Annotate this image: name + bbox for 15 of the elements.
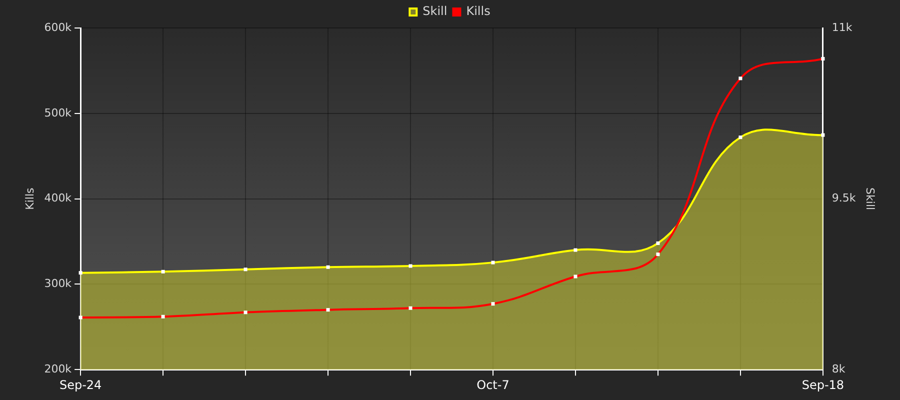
y-tick-label: 400k bbox=[44, 192, 72, 205]
legend-label: Skill bbox=[422, 4, 448, 18]
x-tick-label: Sep-18 bbox=[802, 378, 844, 392]
y-tick-label: 500k bbox=[44, 106, 72, 120]
y-tick-label: 300k bbox=[44, 277, 72, 290]
y2-tick-label: 8k bbox=[832, 362, 846, 376]
y2-tick-label: 9.5k bbox=[832, 192, 856, 205]
y2-tick-label: 11k bbox=[832, 20, 853, 34]
x-tick-label: Oct-7 bbox=[476, 378, 510, 392]
y-tick-label: 200k bbox=[44, 362, 72, 376]
y-tick-label: 600k bbox=[44, 20, 72, 34]
y2-axis-title: Skill bbox=[864, 188, 877, 210]
y-axis-title: Kills bbox=[23, 187, 36, 210]
x-tick-label: Sep-24 bbox=[59, 378, 102, 392]
legend-label: Kills bbox=[466, 4, 490, 18]
